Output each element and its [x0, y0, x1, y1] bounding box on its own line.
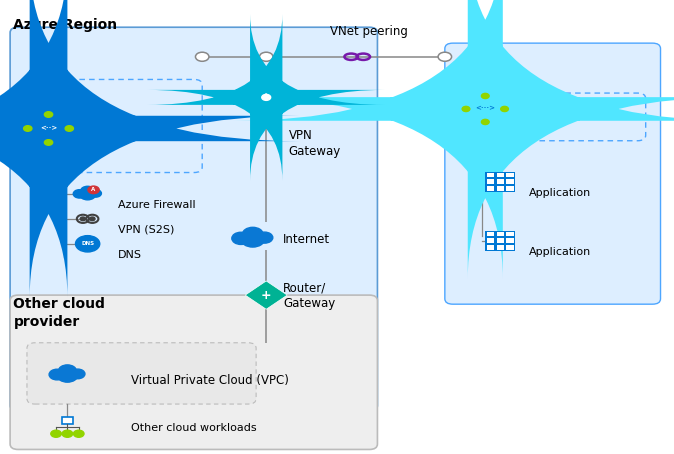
FancyBboxPatch shape — [506, 245, 514, 250]
Circle shape — [256, 232, 273, 243]
FancyBboxPatch shape — [10, 295, 377, 449]
Text: Virtual Private Cloud (VPC): Virtual Private Cloud (VPC) — [131, 374, 289, 387]
Circle shape — [80, 217, 86, 221]
Circle shape — [195, 52, 209, 61]
Circle shape — [24, 126, 32, 131]
FancyBboxPatch shape — [497, 238, 503, 243]
Circle shape — [501, 106, 508, 112]
Text: Other cloud workloads: Other cloud workloads — [131, 423, 257, 433]
Circle shape — [241, 231, 265, 247]
Text: VPN (S2S): VPN (S2S) — [118, 225, 175, 235]
FancyBboxPatch shape — [506, 186, 514, 191]
Text: <···>: <···> — [475, 105, 495, 111]
Circle shape — [90, 190, 101, 197]
Circle shape — [73, 190, 86, 198]
FancyBboxPatch shape — [497, 179, 503, 184]
Polygon shape — [245, 281, 287, 309]
Text: Azure Region: Azure Region — [13, 18, 117, 32]
FancyBboxPatch shape — [0, 0, 299, 297]
FancyBboxPatch shape — [10, 27, 377, 411]
FancyBboxPatch shape — [487, 179, 494, 184]
FancyBboxPatch shape — [487, 238, 494, 243]
Text: +: + — [262, 92, 270, 102]
Text: VNet peering: VNet peering — [330, 25, 408, 39]
Circle shape — [73, 430, 84, 437]
Circle shape — [259, 52, 273, 61]
Circle shape — [59, 365, 76, 377]
Circle shape — [44, 112, 53, 117]
FancyBboxPatch shape — [241, 237, 265, 243]
FancyBboxPatch shape — [20, 79, 202, 173]
FancyBboxPatch shape — [497, 232, 503, 237]
Circle shape — [71, 369, 85, 379]
Text: A: A — [92, 188, 96, 192]
FancyBboxPatch shape — [497, 173, 503, 178]
Text: <··>: <··> — [40, 125, 57, 132]
Circle shape — [462, 106, 470, 112]
Circle shape — [262, 94, 271, 100]
FancyBboxPatch shape — [506, 232, 514, 237]
Circle shape — [49, 369, 65, 380]
Circle shape — [62, 430, 73, 437]
FancyBboxPatch shape — [454, 93, 646, 141]
FancyBboxPatch shape — [485, 231, 515, 251]
Circle shape — [481, 119, 489, 124]
Circle shape — [481, 94, 489, 99]
Circle shape — [80, 189, 96, 200]
FancyBboxPatch shape — [506, 179, 514, 184]
Circle shape — [51, 430, 61, 437]
FancyBboxPatch shape — [487, 232, 494, 237]
FancyBboxPatch shape — [148, 14, 385, 181]
FancyBboxPatch shape — [27, 343, 256, 404]
Text: Azure Firewall: Azure Firewall — [118, 200, 195, 210]
FancyBboxPatch shape — [62, 417, 73, 424]
FancyBboxPatch shape — [487, 245, 494, 250]
Text: Router/
Gateway: Router/ Gateway — [283, 281, 336, 311]
FancyBboxPatch shape — [497, 186, 503, 191]
Text: Spoke VNet: Spoke VNet — [524, 104, 592, 117]
Circle shape — [90, 217, 95, 221]
Text: Hub VNet: Hub VNet — [100, 125, 156, 138]
Circle shape — [75, 236, 100, 252]
Circle shape — [44, 140, 53, 145]
Circle shape — [232, 232, 250, 244]
Circle shape — [57, 368, 78, 382]
Text: Other cloud
provider: Other cloud provider — [13, 297, 105, 329]
Text: VPN
Gateway: VPN Gateway — [288, 129, 341, 158]
Circle shape — [65, 126, 73, 131]
Circle shape — [243, 227, 263, 241]
FancyBboxPatch shape — [506, 173, 514, 178]
Text: DNS: DNS — [118, 250, 142, 260]
FancyBboxPatch shape — [487, 173, 494, 178]
Text: Application: Application — [529, 247, 591, 257]
FancyBboxPatch shape — [497, 245, 503, 250]
FancyBboxPatch shape — [445, 43, 661, 304]
FancyBboxPatch shape — [57, 373, 78, 379]
Text: DNS: DNS — [81, 241, 94, 247]
Circle shape — [88, 186, 99, 194]
FancyBboxPatch shape — [485, 172, 515, 192]
FancyBboxPatch shape — [80, 193, 96, 197]
Circle shape — [80, 186, 95, 196]
Text: Application: Application — [529, 188, 591, 198]
FancyBboxPatch shape — [506, 238, 514, 243]
FancyBboxPatch shape — [233, 0, 674, 279]
Text: Internet: Internet — [283, 233, 330, 247]
FancyBboxPatch shape — [487, 186, 494, 191]
Circle shape — [438, 52, 452, 61]
Text: +: + — [261, 289, 272, 301]
